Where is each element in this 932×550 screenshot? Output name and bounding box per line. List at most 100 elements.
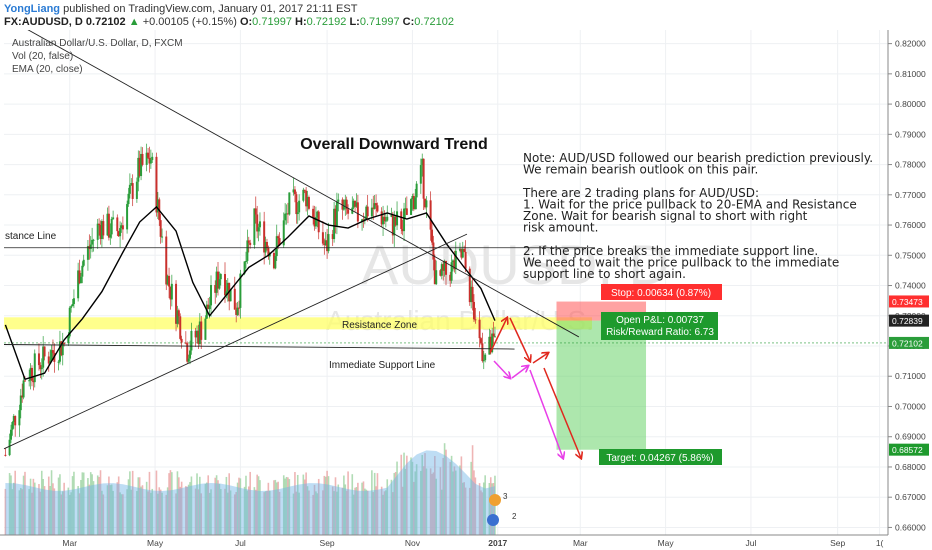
volume-bar bbox=[185, 486, 187, 535]
candle-body bbox=[58, 341, 61, 362]
volume-bar bbox=[337, 484, 340, 535]
volume-bar bbox=[432, 472, 435, 535]
volume-bar bbox=[175, 493, 177, 535]
volume-bar bbox=[294, 472, 296, 535]
candle-body bbox=[482, 360, 485, 362]
volume-bar bbox=[424, 453, 426, 535]
event-flag-icon-2[interactable] bbox=[487, 514, 499, 526]
volume-bar bbox=[71, 476, 74, 535]
candle-body bbox=[68, 307, 71, 337]
candle-body bbox=[265, 241, 268, 248]
candle-body bbox=[424, 198, 427, 208]
volume-bar bbox=[169, 470, 172, 535]
candle-body bbox=[99, 224, 102, 240]
candle-body bbox=[237, 307, 240, 309]
candle-body bbox=[345, 199, 348, 210]
candle-body bbox=[176, 310, 179, 324]
candle-body bbox=[316, 211, 319, 218]
legend-volume[interactable]: Vol (20, false) bbox=[12, 51, 73, 62]
candle-body bbox=[282, 220, 285, 246]
x-tick-label: Nov bbox=[405, 538, 421, 548]
annotation-labels: Overall Downward Trend Note: AUD/USD fol… bbox=[5, 136, 873, 526]
candle-body bbox=[400, 211, 403, 229]
trend-lines bbox=[3, 30, 595, 450]
candle-body bbox=[412, 196, 415, 210]
candle-body bbox=[86, 246, 89, 260]
candle-body bbox=[98, 223, 101, 225]
ema-20-line bbox=[4, 205, 496, 381]
candle-body bbox=[264, 241, 267, 253]
event-flag-icon[interactable] bbox=[489, 494, 501, 506]
candle-body bbox=[236, 307, 239, 315]
candle-body bbox=[277, 236, 280, 239]
candle-body bbox=[4, 454, 7, 456]
volume-bar bbox=[285, 476, 288, 535]
volume-bar bbox=[380, 486, 383, 535]
candle-body bbox=[175, 283, 178, 324]
x-tick-label: Jul bbox=[235, 538, 246, 548]
volume-bar bbox=[373, 472, 376, 535]
uptrend-line bbox=[3, 233, 468, 450]
candle-body bbox=[337, 199, 340, 202]
volume-bar bbox=[127, 479, 130, 535]
candle-body bbox=[334, 208, 337, 226]
resistance-line-label: stance Line bbox=[5, 231, 57, 242]
ema-price-tag-bg bbox=[889, 314, 929, 327]
candle-body bbox=[197, 330, 200, 344]
event-markers[interactable]: 3 2 bbox=[487, 492, 517, 526]
open-label: O: bbox=[239, 16, 253, 28]
volume-bar bbox=[343, 475, 345, 535]
volume-bar bbox=[215, 475, 218, 535]
candle-body bbox=[472, 301, 475, 320]
candle-body bbox=[32, 380, 35, 383]
candle-body bbox=[274, 256, 277, 269]
price-chart[interactable]: AUDUSD, D Australian Dollar/U.S. Overall… bbox=[0, 30, 932, 550]
volume-bar bbox=[453, 466, 456, 535]
candle-body bbox=[333, 208, 336, 240]
volume-bar bbox=[110, 484, 113, 535]
candle-body bbox=[439, 270, 442, 276]
candle-body bbox=[110, 218, 113, 235]
volume-bar bbox=[28, 489, 30, 535]
candle-body bbox=[235, 309, 238, 315]
candle-body bbox=[11, 422, 14, 430]
candle-body bbox=[112, 217, 115, 219]
high-value: 0.72192 bbox=[306, 16, 347, 28]
candle-body bbox=[226, 282, 229, 292]
volume-bar bbox=[274, 479, 277, 535]
volume-bar bbox=[295, 491, 298, 535]
candle-body bbox=[375, 203, 378, 206]
zones bbox=[4, 301, 888, 450]
volume-bar bbox=[354, 487, 356, 535]
candle-body bbox=[149, 160, 152, 164]
legend-ema[interactable]: EMA (20, close) bbox=[12, 64, 83, 75]
volume-bar bbox=[268, 490, 271, 535]
volume-bar bbox=[57, 477, 60, 535]
candle-body bbox=[321, 232, 324, 244]
break-arrow-magenta bbox=[493, 360, 510, 378]
volume-bar bbox=[372, 492, 375, 535]
risk-reward-label: Risk/Reward Ratio: 6.73 bbox=[606, 327, 714, 338]
volume-bar bbox=[88, 484, 91, 535]
candle-body bbox=[165, 236, 168, 285]
candle-body bbox=[380, 211, 383, 225]
candle-body bbox=[370, 207, 373, 217]
candle-body bbox=[292, 189, 295, 193]
candle-body bbox=[196, 330, 199, 338]
candle-body bbox=[405, 208, 408, 215]
candle-body bbox=[314, 217, 317, 227]
volume-bar bbox=[235, 492, 237, 535]
author-link[interactable]: YongLiang bbox=[4, 3, 61, 15]
candle-body bbox=[354, 200, 357, 207]
candle-body bbox=[81, 265, 84, 277]
candle-body bbox=[298, 200, 301, 213]
volume-bar bbox=[489, 477, 492, 535]
x-tick-label: 2017 bbox=[488, 538, 507, 548]
volume-bar bbox=[484, 475, 486, 535]
candle-body bbox=[257, 227, 260, 232]
volume-bar bbox=[102, 494, 105, 535]
candle-body bbox=[267, 247, 270, 257]
volume-bar bbox=[362, 481, 365, 535]
candle-body bbox=[187, 358, 190, 362]
candle-body bbox=[326, 240, 329, 252]
